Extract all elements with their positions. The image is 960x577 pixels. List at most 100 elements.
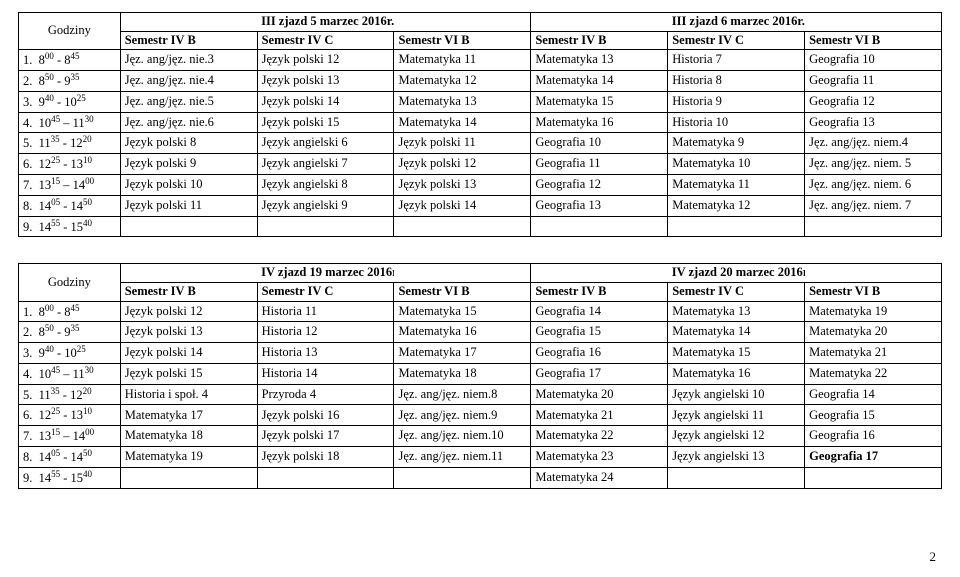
row-time-0-1: 2. 850 - 935 xyxy=(19,71,121,92)
cell-1-0-4: Matematyka 13 xyxy=(668,301,805,322)
header-left-1 xyxy=(120,264,257,283)
row-time-1-3: 4. 1045 – 1130 xyxy=(19,363,121,384)
cell-0-5-1: Język angielski 7 xyxy=(257,154,394,175)
cell-1-7-0: Matematyka 19 xyxy=(120,447,257,468)
cell-0-1-1: Język polski 13 xyxy=(257,71,394,92)
cell-1-8-2 xyxy=(394,467,531,488)
cell-1-1-2: Matematyka 16 xyxy=(394,322,531,343)
cell-0-0-3: Matematyka 13 xyxy=(531,50,668,71)
cell-1-2-3: Geografia 16 xyxy=(531,343,668,364)
semester-0-4: Semestr IV C xyxy=(668,31,805,50)
semester-0-2: Semestr VI B xyxy=(394,31,531,50)
cell-1-5-0: Matematyka 17 xyxy=(120,405,257,426)
header-right-1-b: IV zjazd 20 marzec 2016r. (niedziela) xyxy=(668,264,805,283)
row-time-1-8: 9. 1455 - 1540 xyxy=(19,467,121,488)
cell-1-8-1 xyxy=(257,467,394,488)
cell-0-6-0: Język polski 10 xyxy=(120,174,257,195)
cell-0-3-2: Matematyka 14 xyxy=(394,112,531,133)
cell-0-2-2: Matematyka 13 xyxy=(394,91,531,112)
row-time-0-3: 4. 1045 – 1130 xyxy=(19,112,121,133)
cell-0-0-5: Geografia 10 xyxy=(805,50,942,71)
cell-0-3-5: Geografia 13 xyxy=(805,112,942,133)
header-left-0 xyxy=(120,13,257,32)
cell-1-2-2: Matematyka 17 xyxy=(394,343,531,364)
cell-1-6-5: Geografia 16 xyxy=(805,426,942,447)
cell-0-3-4: Historia 10 xyxy=(668,112,805,133)
header-left-1-b: IV zjazd 19 marzec 2016r. (sobota) xyxy=(257,264,394,283)
semester-0-3: Semestr IV B xyxy=(531,31,668,50)
cell-1-4-0: Historia i społ. 4 xyxy=(120,384,257,405)
cell-1-7-3: Matematyka 23 xyxy=(531,447,668,468)
cell-1-5-4: Język angielski 11 xyxy=(668,405,805,426)
semester-0-5: Semestr VI B xyxy=(805,31,942,50)
cell-1-1-4: Matematyka 14 xyxy=(668,322,805,343)
cell-0-5-3: Geografia 11 xyxy=(531,154,668,175)
cell-0-7-4: Matematyka 12 xyxy=(668,195,805,216)
cell-1-5-5: Geografia 15 xyxy=(805,405,942,426)
row-time-0-6: 7. 1315 – 1400 xyxy=(19,174,121,195)
cell-0-5-0: Język polski 9 xyxy=(120,154,257,175)
cell-0-8-4 xyxy=(668,216,805,237)
cell-0-8-1 xyxy=(257,216,394,237)
cell-0-7-0: Język polski 11 xyxy=(120,195,257,216)
hours-header: Godziny xyxy=(19,13,121,50)
cell-1-3-3: Geografia 17 xyxy=(531,363,668,384)
cell-0-0-1: Język polski 12 xyxy=(257,50,394,71)
cell-0-7-5: Jęz. ang/jęz. niem. 7 xyxy=(805,195,942,216)
cell-0-2-3: Matematyka 15 xyxy=(531,91,668,112)
semester-1-4: Semestr IV C xyxy=(668,282,805,301)
cell-0-5-5: Jęz. ang/jęz. niem. 5 xyxy=(805,154,942,175)
cell-0-4-4: Matematyka 9 xyxy=(668,133,805,154)
cell-1-5-2: Jęz. ang/jęz. niem.9 xyxy=(394,405,531,426)
row-time-1-0: 1. 800 - 845 xyxy=(19,301,121,322)
cell-0-0-0: Jęz. ang/jęz. nie.3 xyxy=(120,50,257,71)
cell-0-2-1: Język polski 14 xyxy=(257,91,394,112)
cell-1-2-4: Matematyka 15 xyxy=(668,343,805,364)
row-time-0-4: 5. 1135 - 1220 xyxy=(19,133,121,154)
cell-0-7-1: Język angielski 9 xyxy=(257,195,394,216)
semester-1-5: Semestr VI B xyxy=(805,282,942,301)
cell-0-7-2: Język polski 14 xyxy=(394,195,531,216)
cell-0-3-0: Jęz. ang/jęz. nie.6 xyxy=(120,112,257,133)
cell-1-0-2: Matematyka 15 xyxy=(394,301,531,322)
cell-0-7-3: Geografia 13 xyxy=(531,195,668,216)
cell-0-1-4: Historia 8 xyxy=(668,71,805,92)
cell-0-1-0: Jęz. ang/jęz. nie.4 xyxy=(120,71,257,92)
row-time-0-7: 8. 1405 - 1450 xyxy=(19,195,121,216)
cell-0-1-3: Matematyka 14 xyxy=(531,71,668,92)
cell-0-8-5 xyxy=(805,216,942,237)
cell-1-6-0: Matematyka 18 xyxy=(120,426,257,447)
cell-0-8-0 xyxy=(120,216,257,237)
semester-0-0: Semestr IV B xyxy=(120,31,257,50)
cell-0-6-4: Matematyka 11 xyxy=(668,174,805,195)
cell-1-2-5: Matematyka 21 xyxy=(805,343,942,364)
cell-1-2-1: Historia 13 xyxy=(257,343,394,364)
cell-0-8-2 xyxy=(394,216,531,237)
cell-1-4-5: Geografia 14 xyxy=(805,384,942,405)
schedule-table-2: GodzinyIV zjazd 19 marzec 2016r. (sobota… xyxy=(18,263,942,488)
cell-0-6-1: Język angielski 8 xyxy=(257,174,394,195)
cell-1-8-5 xyxy=(805,467,942,488)
cell-0-1-5: Geografia 11 xyxy=(805,71,942,92)
cell-1-5-1: Język polski 16 xyxy=(257,405,394,426)
cell-1-4-3: Matematyka 20 xyxy=(531,384,668,405)
cell-1-6-3: Matematyka 22 xyxy=(531,426,668,447)
page-number: 2 xyxy=(18,549,942,565)
cell-1-1-0: Język polski 13 xyxy=(120,322,257,343)
row-time-1-6: 7. 1315 – 1400 xyxy=(19,426,121,447)
cell-1-5-3: Matematyka 21 xyxy=(531,405,668,426)
header-right-1-c xyxy=(805,264,942,283)
row-time-1-4: 5. 1135 - 1220 xyxy=(19,384,121,405)
cell-1-4-1: Przyroda 4 xyxy=(257,384,394,405)
cell-0-2-4: Historia 9 xyxy=(668,91,805,112)
cell-1-3-4: Matematyka 16 xyxy=(668,363,805,384)
schedule-table-1: GodzinyIII zjazd 5 marzec 2016r. (sobota… xyxy=(18,12,942,237)
cell-0-5-4: Matematyka 10 xyxy=(668,154,805,175)
header-right-0-c xyxy=(805,13,942,32)
cell-1-6-2: Jęz. ang/jęz. niem.10 xyxy=(394,426,531,447)
row-time-0-8: 9. 1455 - 1540 xyxy=(19,216,121,237)
row-time-1-2: 3. 940 - 1025 xyxy=(19,343,121,364)
cell-0-0-2: Matematyka 11 xyxy=(394,50,531,71)
row-time-1-5: 6. 1225 - 1310 xyxy=(19,405,121,426)
cell-1-1-1: Historia 12 xyxy=(257,322,394,343)
